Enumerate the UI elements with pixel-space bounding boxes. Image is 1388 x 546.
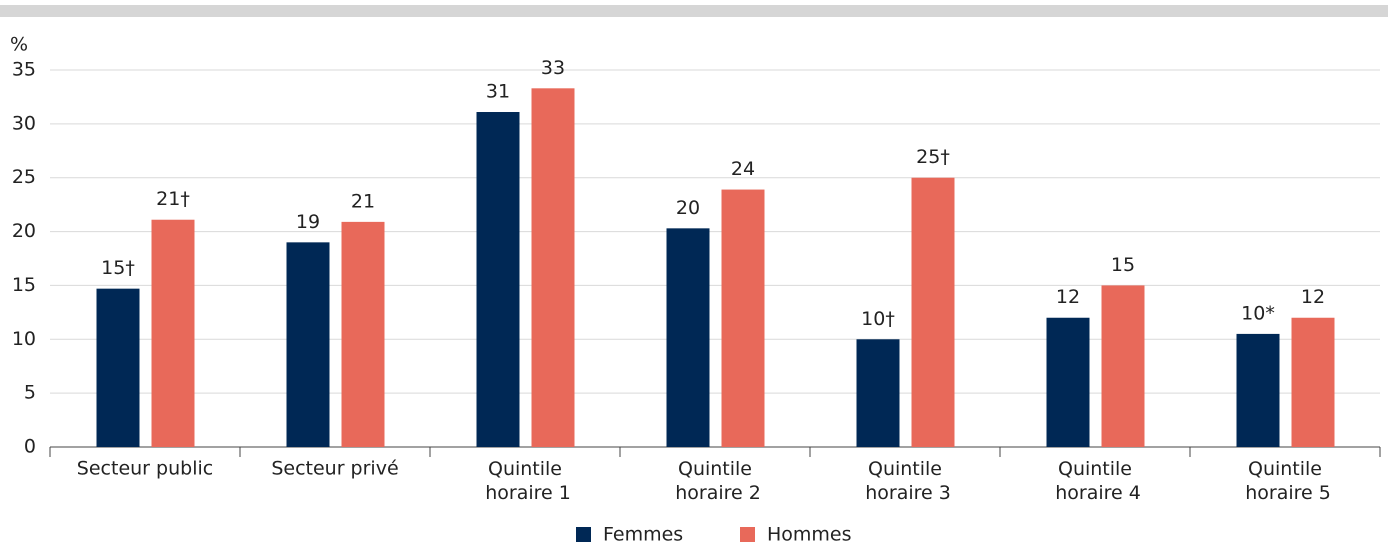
bar bbox=[286, 242, 330, 447]
y-tick-label: 30 bbox=[12, 112, 36, 134]
bar bbox=[476, 112, 520, 447]
bar bbox=[911, 177, 955, 447]
value-label: 12 bbox=[1301, 286, 1325, 308]
x-tick-label: Quintile horaire 4 bbox=[1049, 458, 1141, 504]
bar bbox=[341, 221, 385, 447]
value-label: 21† bbox=[156, 188, 190, 210]
value-label: 12 bbox=[1056, 286, 1080, 308]
value-label: 31 bbox=[486, 81, 510, 103]
x-tick-label: Secteur public bbox=[77, 458, 213, 480]
value-label: 25† bbox=[916, 146, 950, 168]
legend-label: Hommes bbox=[767, 524, 852, 546]
bar bbox=[1046, 317, 1090, 447]
y-tick-label: 0 bbox=[24, 436, 36, 458]
bar bbox=[151, 219, 195, 447]
x-tick-line: horaire 3 bbox=[859, 482, 951, 504]
x-tick-label: Quintile horaire 2 bbox=[669, 458, 761, 504]
x-tick-label: Quintile horaire 5 bbox=[1239, 458, 1331, 504]
value-label: 10* bbox=[1241, 302, 1275, 324]
value-label: 24 bbox=[731, 158, 755, 180]
value-label: 19 bbox=[296, 211, 320, 233]
y-unit: % bbox=[10, 34, 28, 56]
x-tick-label: Secteur privé bbox=[271, 458, 398, 480]
y-tick-label: 5 bbox=[24, 382, 36, 404]
x-tick-line: Quintile bbox=[868, 458, 942, 480]
value-label: 21 bbox=[351, 190, 375, 212]
y-tick-label: 25 bbox=[12, 166, 36, 188]
y-tick-label: 20 bbox=[12, 220, 36, 242]
y-tick-label: 10 bbox=[12, 328, 36, 350]
legend-swatch bbox=[740, 527, 755, 542]
y-tick-label: 15 bbox=[12, 274, 36, 296]
value-label: 15 bbox=[1111, 254, 1135, 276]
top-band bbox=[0, 5, 1388, 17]
x-tick-label: Quintile horaire 3 bbox=[859, 458, 951, 504]
bar bbox=[666, 228, 710, 447]
y-tick-label: 35 bbox=[12, 59, 36, 81]
x-tick-line: horaire 2 bbox=[669, 482, 761, 504]
legend-label: Femmes bbox=[603, 524, 683, 546]
value-label: 33 bbox=[541, 57, 565, 79]
x-tick-line: Quintile bbox=[678, 458, 752, 480]
bar bbox=[1101, 285, 1145, 447]
x-tick-line: horaire 5 bbox=[1239, 482, 1331, 504]
x-tick-line: Quintile bbox=[1248, 458, 1322, 480]
bar bbox=[1236, 333, 1280, 447]
bar bbox=[1291, 317, 1335, 447]
x-tick-line: horaire 4 bbox=[1049, 482, 1141, 504]
x-tick-line: Quintile bbox=[1058, 458, 1132, 480]
legend-swatch bbox=[576, 527, 591, 542]
bar bbox=[856, 339, 900, 447]
x-tick-line: Quintile bbox=[488, 458, 562, 480]
bar bbox=[96, 288, 140, 447]
value-label: 20 bbox=[676, 197, 700, 219]
bar bbox=[531, 88, 575, 447]
value-label: 10† bbox=[861, 308, 895, 330]
bar bbox=[721, 189, 765, 447]
x-tick-label: Quintile horaire 1 bbox=[479, 458, 571, 504]
value-label: 15† bbox=[101, 257, 135, 279]
x-tick-line: horaire 1 bbox=[479, 482, 571, 504]
